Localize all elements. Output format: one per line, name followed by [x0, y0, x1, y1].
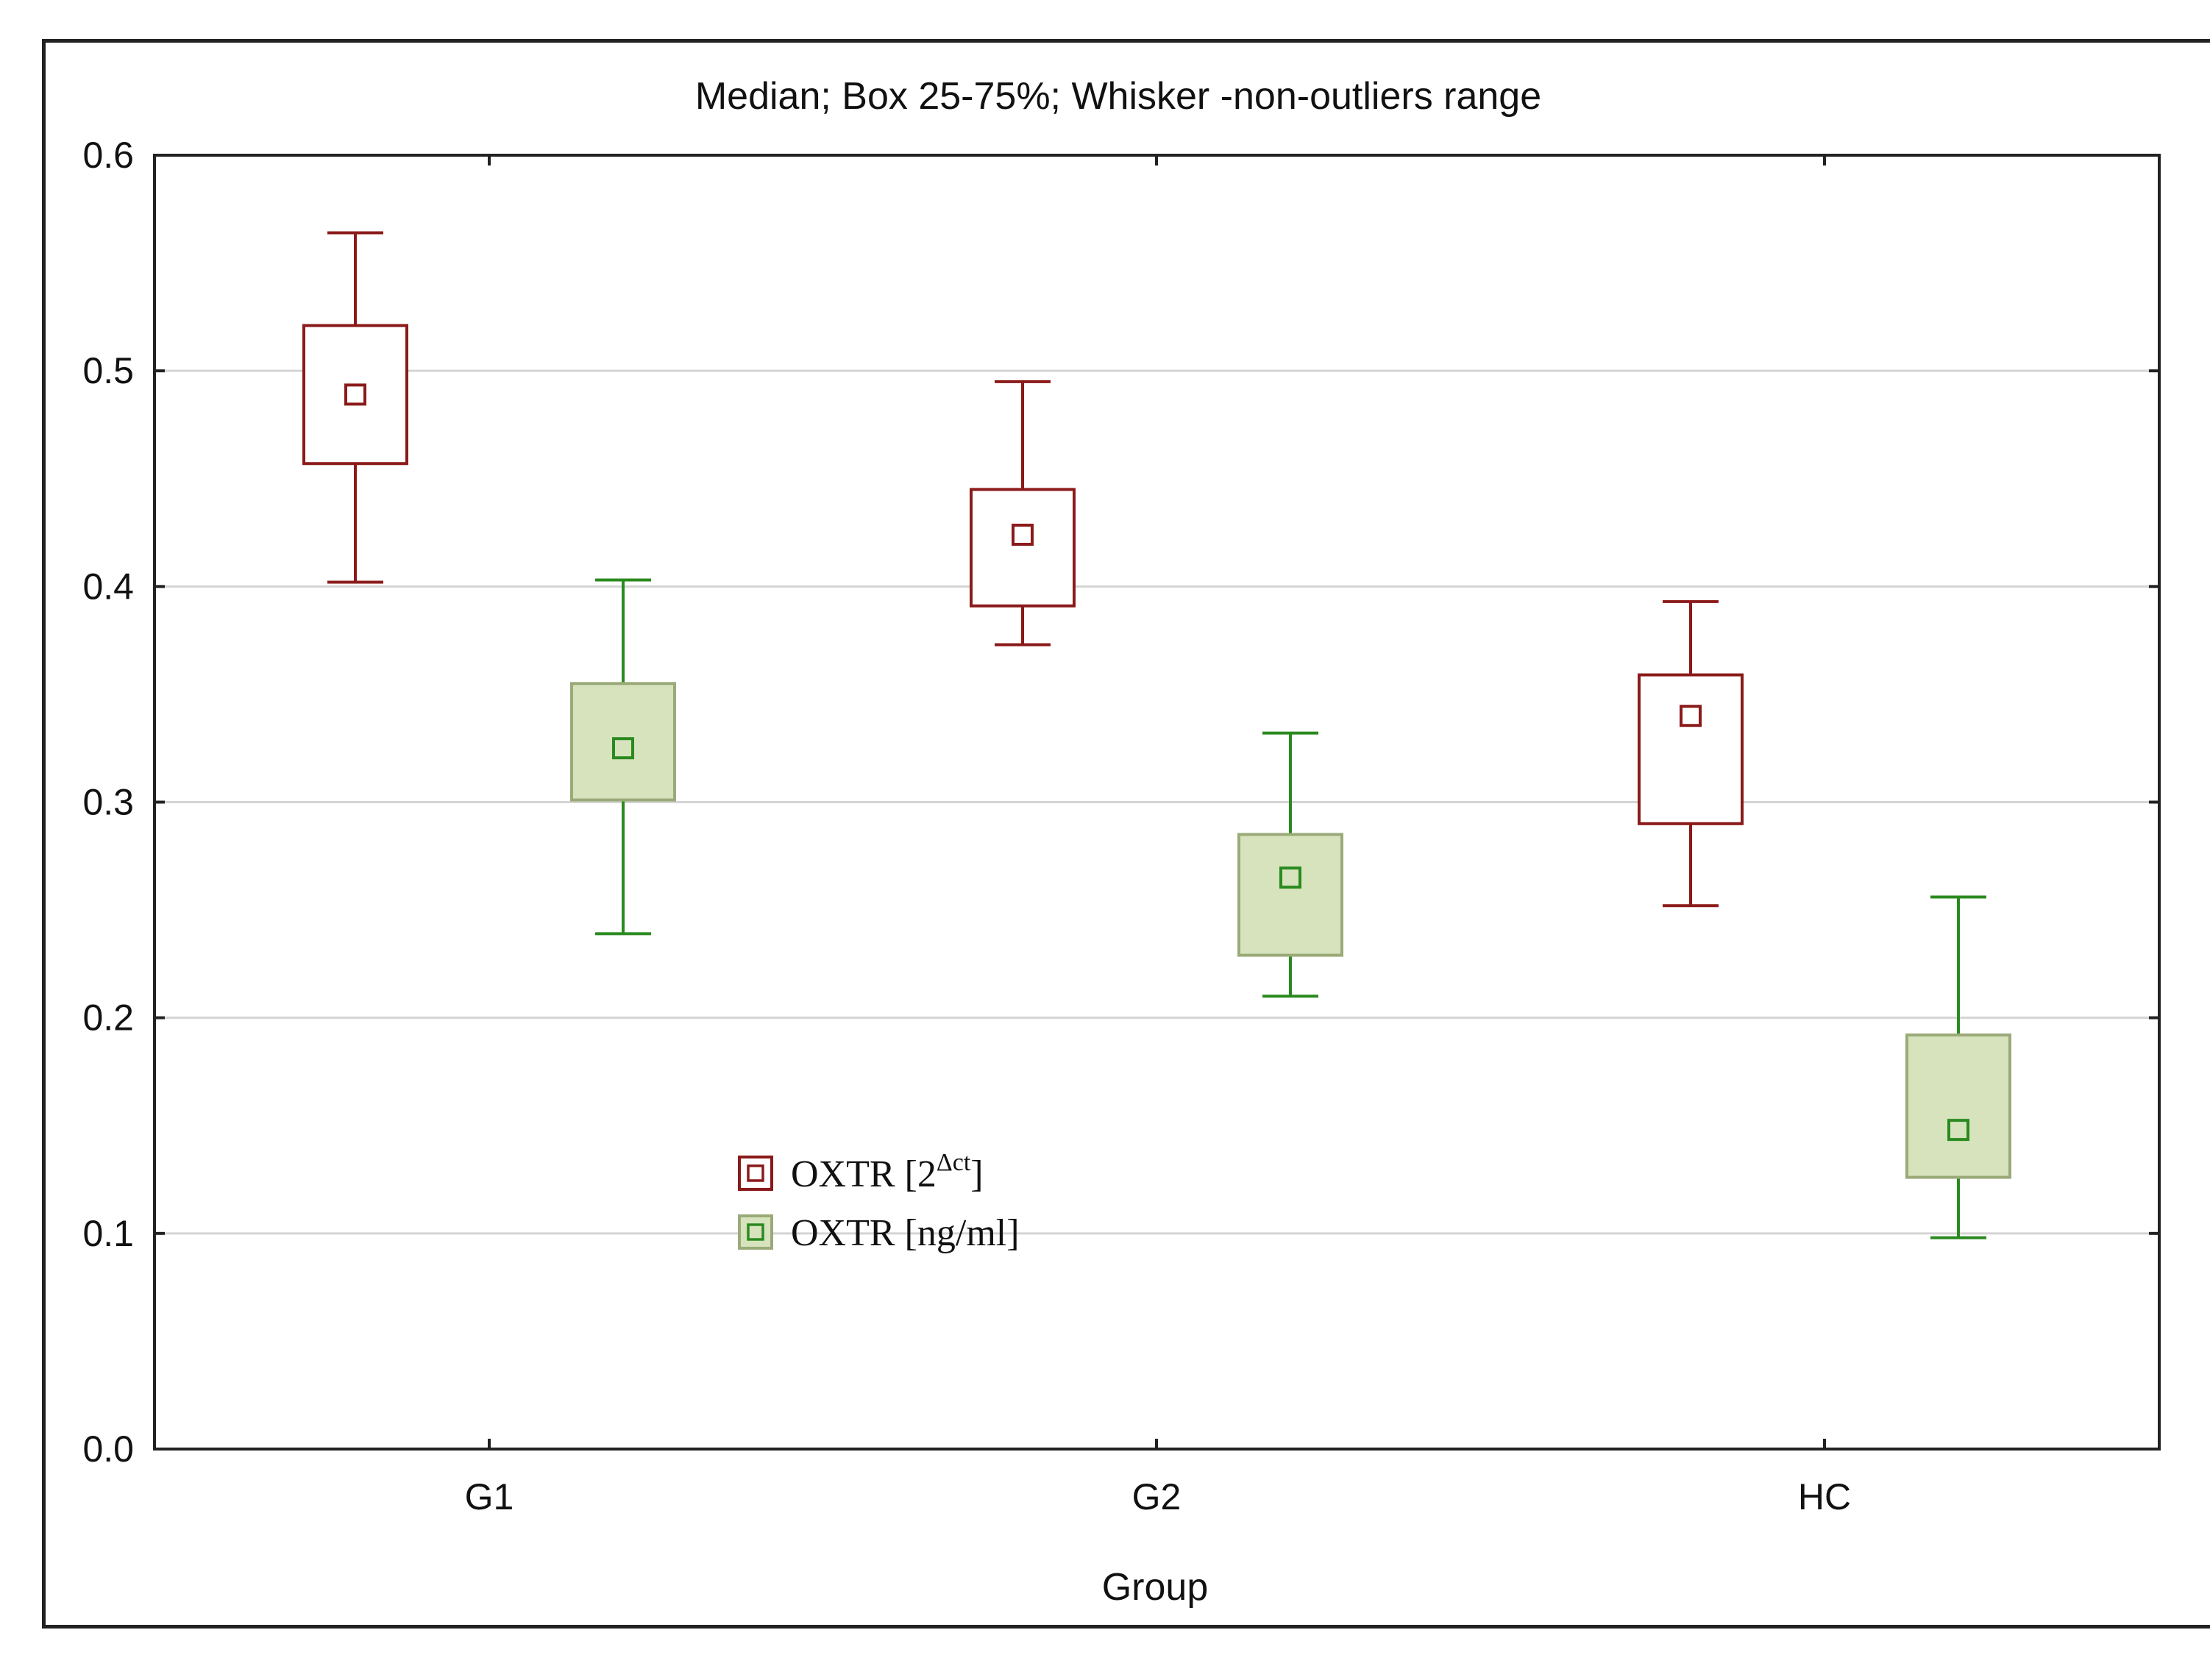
median-marker	[344, 383, 366, 406]
legend-label: OXTR [ng/ml]	[791, 1212, 1020, 1254]
x-tick-label: G2	[1132, 1476, 1182, 1517]
green-series-box-hc	[1905, 895, 2011, 1239]
legend-swatch-marker	[747, 1223, 764, 1241]
x-axis-label: Group	[1102, 1566, 1209, 1609]
median-marker	[1680, 705, 1702, 727]
legend-entry-oxtr-ngml: OXTR [ng/ml]	[738, 1212, 1020, 1254]
iqr-box	[302, 324, 408, 466]
legend-swatch	[738, 1156, 773, 1191]
green-series-box-g2	[1237, 731, 1343, 998]
legend-label-base: OXTR [2	[791, 1153, 937, 1195]
y-axis: 0.0 0.1 0.2 0.3 0.4 0.5 0.6	[82, 135, 2159, 1470]
x-tick-label: G1	[465, 1476, 514, 1517]
legend: OXTR [2Δct] OXTR [ng/ml]	[738, 1149, 1020, 1254]
legend-label-superscript: Δct	[937, 1149, 971, 1176]
iqr-box	[570, 682, 676, 802]
y-tick-label: 0.6	[82, 135, 134, 176]
red-series-box-hc	[1638, 599, 1744, 908]
y-tick-label: 0.5	[82, 350, 134, 391]
chart-title: Median; Box 25-75%; Whisker -non-outlier…	[695, 75, 1541, 118]
y-tick-label: 0.1	[82, 1213, 134, 1254]
x-axis: G1 G2 HC	[465, 155, 1851, 1517]
y-tick-label: 0.0	[82, 1428, 134, 1470]
y-tick-label: 0.3	[82, 782, 134, 823]
gridlines	[154, 369, 2159, 1235]
iqr-box	[1638, 673, 1744, 825]
iqr-box	[970, 488, 1076, 608]
y-tick-label: 0.2	[82, 997, 134, 1039]
median-marker	[1279, 866, 1301, 889]
iqr-box	[1905, 1033, 2011, 1179]
green-series-box-g1	[570, 578, 676, 936]
red-series-box-g2	[970, 380, 1076, 647]
median-marker	[1947, 1119, 1969, 1142]
y-tick-label: 0.4	[82, 566, 134, 607]
median-marker	[612, 737, 634, 760]
red-series-box-g1	[302, 231, 408, 584]
median-marker	[1012, 523, 1034, 546]
legend-label-close: ]	[970, 1153, 983, 1195]
chart-frame	[42, 39, 2210, 1629]
legend-entry-oxtr-2dct: OXTR [2Δct]	[738, 1149, 984, 1195]
legend-swatch-marker	[747, 1164, 764, 1182]
box-series	[302, 231, 2011, 1239]
x-tick-label: HC	[1798, 1476, 1851, 1517]
iqr-box	[1237, 833, 1343, 957]
legend-swatch	[738, 1214, 773, 1250]
legend-label: OXTR [2Δct]	[791, 1149, 984, 1195]
